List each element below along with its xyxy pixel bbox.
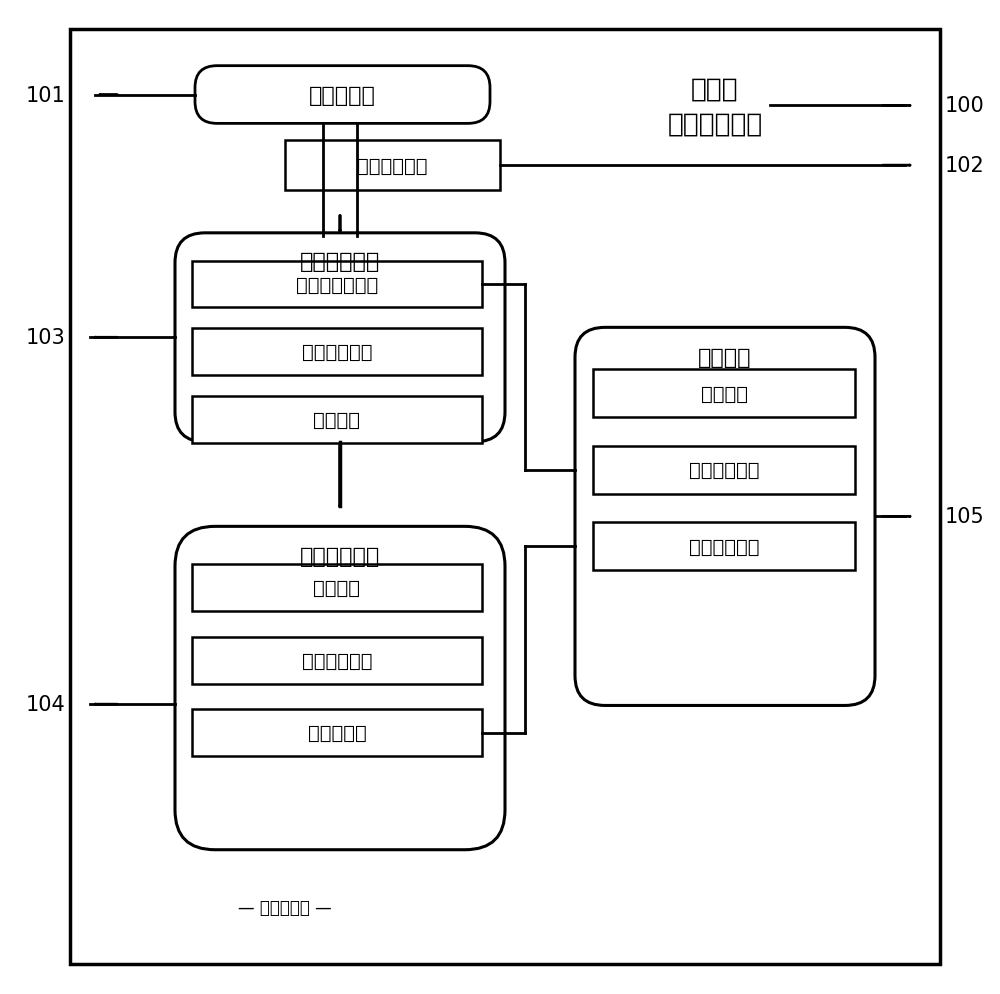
FancyBboxPatch shape [175, 234, 505, 442]
Bar [593, 370, 855, 417]
Bar [593, 446, 855, 494]
Text: 光探测系统: 光探测系统 [308, 724, 366, 743]
Bar [192, 710, 482, 756]
Text: 脉冲线圈: 脉冲线圈 [313, 411, 360, 429]
Text: 103: 103 [25, 328, 65, 348]
FancyBboxPatch shape [575, 328, 875, 706]
Text: 105: 105 [945, 507, 985, 527]
Bar [285, 141, 500, 191]
FancyBboxPatch shape [195, 67, 490, 124]
Text: 超低场: 超低场 [691, 77, 739, 102]
Bar [192, 637, 482, 684]
Bar [593, 523, 855, 571]
Text: — 磁屏蔽区域 —: — 磁屏蔽区域 — [238, 899, 332, 916]
Bar [192, 329, 482, 376]
Bar [192, 261, 482, 308]
Text: 104: 104 [25, 695, 65, 715]
Text: 101: 101 [25, 85, 65, 105]
Text: 100: 100 [945, 96, 985, 116]
Text: 预极化模块: 预极化模块 [309, 85, 376, 105]
Text: 屏蔽系统: 屏蔽系统 [313, 579, 360, 597]
Text: 真空加热系统: 真空加热系统 [302, 651, 372, 670]
FancyBboxPatch shape [175, 527, 505, 850]
Bar [192, 397, 482, 443]
Text: 数据采集单元: 数据采集单元 [689, 537, 759, 557]
Text: 102: 102 [945, 156, 985, 176]
Bar [192, 565, 482, 611]
Bar [70, 30, 940, 964]
Text: 信号检测模块: 信号检测模块 [300, 547, 380, 567]
Text: 核磁共振谱仪: 核磁共振谱仪 [667, 111, 763, 137]
Text: 功率放大单元: 功率放大单元 [302, 343, 372, 362]
Text: 主控模块: 主控模块 [698, 348, 752, 368]
Text: 样品运输装置: 样品运输装置 [357, 156, 428, 176]
Text: 终端设备: 终端设备 [700, 384, 748, 404]
Text: 脉冲控制模块: 脉冲控制模块 [300, 251, 380, 271]
Text: 时序控制单元: 时序控制单元 [689, 460, 759, 480]
Text: 任意波发生单元: 任意波发生单元 [296, 275, 378, 294]
